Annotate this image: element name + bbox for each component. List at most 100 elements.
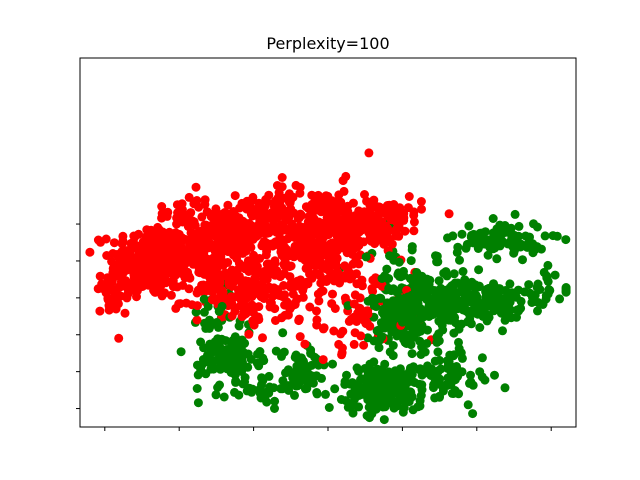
- data-point-red: [214, 273, 224, 283]
- data-point-red: [172, 213, 182, 223]
- data-point-green: [264, 371, 274, 381]
- data-point-green: [533, 279, 543, 289]
- data-point-red: [308, 250, 317, 260]
- data-point-green: [470, 283, 480, 293]
- data-point-green: [432, 297, 442, 307]
- data-point-green: [425, 294, 435, 304]
- data-point-red: [340, 293, 350, 303]
- data-point-red: [146, 225, 156, 235]
- data-point-red: [256, 292, 266, 302]
- data-point-green: [516, 303, 526, 313]
- data-point-red: [304, 203, 314, 213]
- data-point-red: [360, 316, 370, 326]
- data-point-red: [132, 286, 142, 296]
- data-point-red: [294, 316, 304, 326]
- data-point-red: [271, 269, 280, 279]
- data-point-green: [459, 287, 469, 297]
- data-point-red: [142, 253, 152, 263]
- data-point-red: [359, 340, 369, 350]
- data-point-red: [232, 234, 242, 244]
- data-point-green: [543, 276, 553, 286]
- data-point-green: [417, 311, 427, 321]
- data-point-green: [474, 265, 484, 275]
- data-point-green: [346, 389, 356, 399]
- data-point-red: [297, 210, 306, 220]
- data-point-red: [284, 197, 294, 207]
- data-point-green: [461, 243, 471, 253]
- data-point-green: [520, 287, 530, 297]
- data-point-red: [341, 210, 350, 220]
- data-point-red: [285, 282, 295, 292]
- data-point-red: [272, 181, 282, 190]
- data-point-red: [329, 213, 339, 223]
- data-point-red: [262, 247, 272, 256]
- data-point-red: [160, 271, 170, 281]
- data-point-green: [374, 343, 384, 353]
- data-point-red: [107, 294, 117, 304]
- data-point-green: [436, 305, 446, 315]
- data-point-red: [254, 302, 264, 312]
- data-point-red: [416, 197, 426, 206]
- data-point-red: [367, 284, 377, 293]
- data-point-green: [539, 267, 549, 277]
- data-point-green: [480, 375, 490, 385]
- data-point-green: [525, 232, 534, 242]
- data-point-red: [314, 296, 324, 306]
- data-point-red: [337, 348, 347, 358]
- data-point-red: [291, 250, 300, 260]
- data-point-green: [433, 366, 443, 376]
- data-point-red: [209, 210, 219, 220]
- data-point-red: [295, 188, 305, 198]
- data-point-red: [135, 253, 145, 263]
- data-point-green: [528, 296, 538, 306]
- data-point-red: [337, 243, 347, 253]
- data-point-green: [510, 209, 520, 219]
- data-point-green: [215, 380, 224, 390]
- data-point-green: [365, 393, 375, 403]
- data-point-red: [354, 227, 364, 237]
- data-point-green: [398, 317, 407, 327]
- data-point-green: [445, 285, 455, 295]
- data-point-red: [307, 273, 317, 283]
- data-point-red: [338, 236, 348, 245]
- data-point-red: [107, 277, 117, 287]
- data-point-red: [197, 280, 207, 290]
- data-point-green: [246, 354, 256, 364]
- data-point-red: [315, 271, 325, 281]
- data-point-green: [238, 379, 248, 389]
- data-point-red: [394, 210, 404, 220]
- data-point-green: [410, 279, 420, 289]
- data-point-red: [216, 285, 226, 295]
- data-point-red: [295, 221, 305, 231]
- data-point-red: [386, 213, 396, 223]
- data-point-green: [492, 301, 502, 311]
- data-point-red: [277, 173, 287, 182]
- data-point-green: [458, 267, 468, 276]
- data-point-red: [326, 201, 336, 211]
- data-point-red: [285, 262, 294, 272]
- data-point-red: [232, 253, 242, 263]
- data-point-red: [366, 217, 376, 227]
- data-point-green: [494, 240, 504, 249]
- data-point-green: [385, 347, 395, 357]
- data-point-green: [238, 347, 248, 357]
- data-point-red: [223, 258, 233, 267]
- data-point-red: [357, 211, 367, 221]
- data-point-green: [379, 415, 389, 425]
- data-point-green: [481, 309, 491, 319]
- data-point-green: [361, 252, 371, 262]
- data-point-red: [255, 268, 265, 278]
- data-point-green: [449, 269, 459, 279]
- data-point-red: [95, 306, 105, 316]
- data-point-red: [108, 285, 118, 294]
- data-point-red: [146, 240, 156, 250]
- data-point-red: [315, 205, 325, 215]
- data-point-red: [205, 284, 215, 294]
- data-point-red: [285, 304, 295, 314]
- data-point-green: [432, 286, 442, 296]
- data-point-red: [215, 248, 225, 258]
- data-point-red: [187, 258, 197, 267]
- data-point-red: [298, 286, 308, 295]
- data-point-red: [278, 209, 288, 219]
- data-point-red: [318, 355, 328, 365]
